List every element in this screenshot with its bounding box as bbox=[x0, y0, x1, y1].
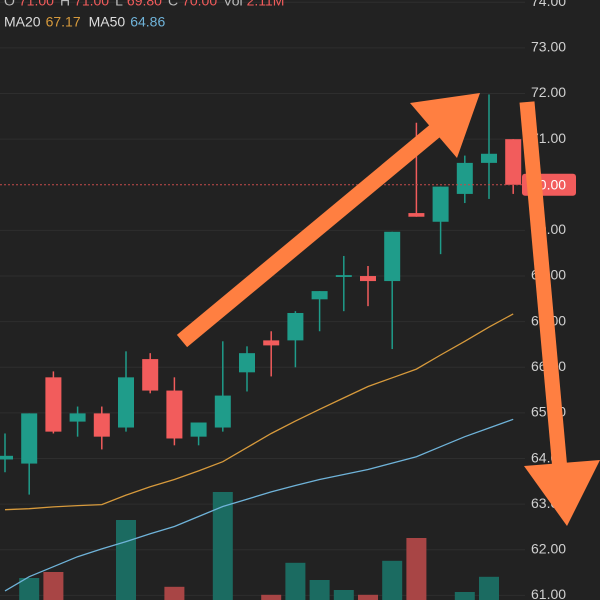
candle-body bbox=[384, 231, 401, 282]
candle-body bbox=[456, 162, 473, 194]
candle-body bbox=[408, 213, 425, 217]
candle-body bbox=[45, 377, 62, 432]
candle-body bbox=[190, 422, 207, 437]
volume-bar bbox=[333, 590, 354, 600]
volume-bar bbox=[19, 578, 40, 600]
header-key: O bbox=[4, 0, 15, 9]
candle-body bbox=[166, 390, 183, 439]
volume-bar bbox=[454, 592, 475, 600]
arrow-up-head bbox=[410, 93, 480, 158]
volume-bar bbox=[406, 538, 427, 600]
legend-value: 64.86 bbox=[130, 14, 165, 30]
moving-averages bbox=[4, 313, 514, 592]
candle-body bbox=[118, 377, 134, 428]
volume-bar bbox=[309, 580, 330, 600]
candle-body bbox=[69, 413, 86, 422]
header-value: 71.00 bbox=[74, 0, 109, 9]
volume-bar bbox=[358, 594, 378, 600]
candle-body bbox=[287, 313, 304, 341]
header-key: Vol bbox=[223, 0, 242, 9]
arrow-up-shaft bbox=[176, 123, 442, 348]
y-tick-label: 73.00 bbox=[531, 39, 566, 55]
candle-body bbox=[239, 353, 255, 373]
arrow-down-shaft bbox=[519, 101, 568, 471]
candles bbox=[0, 94, 525, 495]
ma-line bbox=[4, 418, 514, 592]
candle-body bbox=[505, 139, 522, 185]
volume-bar bbox=[116, 520, 136, 600]
candle-body bbox=[335, 275, 352, 277]
header-key: H bbox=[60, 0, 70, 9]
candle-body bbox=[481, 153, 497, 163]
volume-bar bbox=[212, 492, 233, 600]
volume-bar bbox=[261, 594, 282, 600]
candle-body bbox=[263, 340, 280, 346]
grid bbox=[0, 1, 525, 596]
header-value: 69.80 bbox=[127, 0, 162, 9]
candle-body bbox=[0, 455, 13, 460]
candle-body bbox=[214, 395, 231, 428]
header-value: 2.11M bbox=[247, 0, 285, 9]
y-tick-label: 61.00 bbox=[531, 586, 566, 600]
candle-body bbox=[93, 413, 110, 437]
volume-bar bbox=[285, 562, 306, 600]
ma-line bbox=[4, 313, 514, 511]
header-key: L bbox=[115, 0, 123, 9]
volume-bar bbox=[164, 586, 185, 600]
y-tick-label: 62.00 bbox=[531, 541, 566, 557]
candle-body bbox=[360, 276, 376, 282]
header-key: C bbox=[168, 0, 178, 9]
header: O 71.00 H 71.00 L 69.80 C 70.00 Vol 2.11M MA20 67.1… bbox=[4, 0, 284, 30]
y-tick-label: 74.00 bbox=[531, 0, 566, 9]
arrows bbox=[176, 93, 600, 526]
volume-bar bbox=[479, 576, 499, 600]
y-tick-label: 71.00 bbox=[531, 130, 566, 146]
arrow-down-head bbox=[524, 460, 600, 526]
candle-body bbox=[142, 359, 159, 391]
volume bbox=[19, 492, 499, 600]
legend-value: 67.17 bbox=[46, 14, 81, 30]
candle-body bbox=[432, 186, 449, 222]
candle-body bbox=[311, 291, 328, 300]
y-tick-label: 72.00 bbox=[531, 84, 566, 100]
legend-name: MA50 bbox=[89, 14, 126, 30]
volume-bar bbox=[382, 560, 403, 600]
volume-bar bbox=[43, 572, 64, 600]
header-value: 71.00 bbox=[19, 0, 54, 9]
candle-body bbox=[21, 413, 38, 464]
header-value: 70.00 bbox=[182, 0, 217, 9]
legend-name: MA20 bbox=[4, 14, 41, 30]
